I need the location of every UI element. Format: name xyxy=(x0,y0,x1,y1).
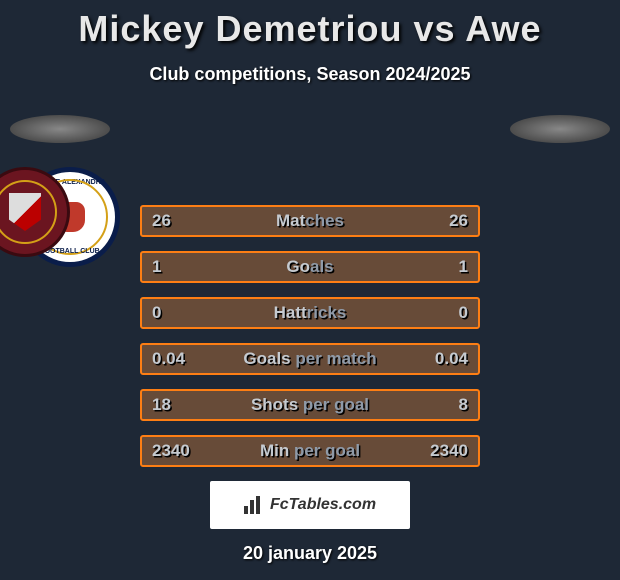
stat-label-part2: per match xyxy=(295,349,376,368)
right-pedestal-shadow xyxy=(510,115,610,143)
left-pedestal-shadow xyxy=(10,115,110,143)
stat-right-value: 2340 xyxy=(430,441,468,461)
stat-right-value: 0.04 xyxy=(435,349,468,369)
stat-label-part2: ches xyxy=(305,211,344,230)
stat-bar-row: 0.04 0.04 Goals per match xyxy=(140,343,480,375)
stat-bar-row: 2340 2340 Min per goal xyxy=(140,435,480,467)
stat-label-part1: Goals xyxy=(243,349,295,368)
stat-label-part1: Shots xyxy=(251,395,298,414)
stat-bar-row: 26 26 Matches xyxy=(140,205,480,237)
stat-bar-left-fill xyxy=(142,253,310,281)
stat-label: Shots per goal xyxy=(251,395,369,415)
stat-label: Matches xyxy=(276,211,344,231)
stat-label-part1: Min xyxy=(260,441,294,460)
stat-label-part2: per goal xyxy=(294,441,360,460)
stat-bar-row: 1 1 Goals xyxy=(140,251,480,283)
comparison-content: CREWE ALEXANDRA FOOTBALL CLUB 2626Matche… xyxy=(0,115,620,467)
stat-right-value: 8 xyxy=(459,395,468,415)
stat-bars-container: 26 26 Matches 1 1 Goals 0 0 Hattricks 0.04 0.04 Goa… xyxy=(140,205,480,467)
stat-left-value: 26 xyxy=(152,211,171,231)
stat-label-part1: Mat xyxy=(276,211,305,230)
stat-right-value: 1 xyxy=(459,257,468,277)
stat-right-value: 26 xyxy=(449,211,468,231)
stat-left-value: 2340 xyxy=(152,441,190,461)
stat-label-part2: per goal xyxy=(298,395,369,414)
stat-label-part2: ricks xyxy=(307,303,347,322)
stat-label-part2: als xyxy=(310,257,334,276)
stat-bar-right-fill xyxy=(310,253,478,281)
stat-right-value: 0 xyxy=(459,303,468,323)
stat-left-value: 18 xyxy=(152,395,171,415)
date-text: 20 january 2025 xyxy=(0,543,620,564)
shield-icon xyxy=(9,193,41,231)
stat-label-part1: Hatt xyxy=(274,303,307,322)
page-title: Mickey Demetriou vs Awe xyxy=(0,0,620,50)
right-badge-ring xyxy=(0,180,57,244)
stat-label: Hattricks xyxy=(274,303,347,323)
stat-label-part1: Go xyxy=(286,257,310,276)
subtitle: Club competitions, Season 2024/2025 xyxy=(0,64,620,85)
stat-label: Goals xyxy=(286,257,333,277)
stat-label: Min per goal xyxy=(260,441,360,461)
stat-bar-row: 18 8 Shots per goal xyxy=(140,389,480,421)
fctables-logo-icon xyxy=(244,496,266,514)
stat-left-value: 0 xyxy=(152,303,161,323)
branding-box: FcTables.com xyxy=(210,481,410,529)
stat-bar-row: 0 0 Hattricks xyxy=(140,297,480,329)
stat-label: Goals per match xyxy=(243,349,376,369)
branding-text: FcTables.com xyxy=(270,496,376,514)
stat-left-value: 0.04 xyxy=(152,349,185,369)
stat-left-value: 1 xyxy=(152,257,161,277)
